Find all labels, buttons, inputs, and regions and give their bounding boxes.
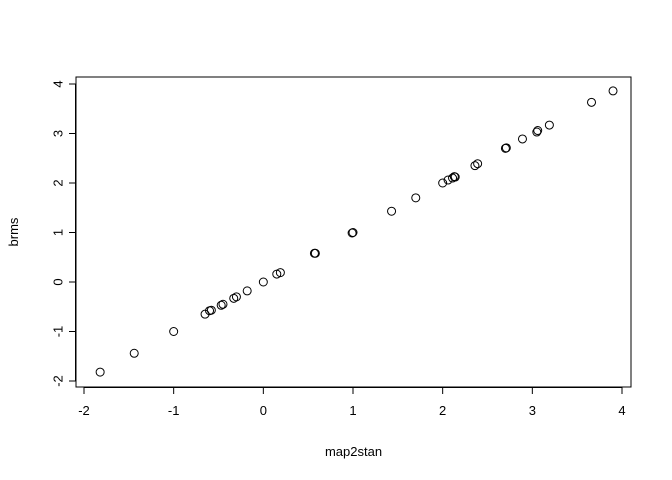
y-axis: -2 -1 0 1 2 3 4 — [51, 80, 76, 387]
data-point — [473, 159, 483, 169]
data-point — [229, 293, 239, 303]
y-tick-label: -1 — [51, 326, 66, 338]
x-tick-label: 3 — [529, 403, 536, 418]
y-tick-label: 2 — [51, 179, 66, 186]
data-point — [218, 299, 228, 309]
x-axis: -2 -1 0 1 2 3 4 — [78, 387, 626, 418]
data-point — [231, 292, 241, 302]
x-tick-label: -2 — [78, 403, 90, 418]
data-point — [310, 248, 320, 258]
data-point — [470, 161, 480, 171]
data-point — [450, 172, 460, 182]
data-point — [533, 126, 543, 136]
data-point — [544, 120, 554, 130]
data-point — [411, 193, 421, 203]
data-point — [587, 97, 597, 107]
x-tick-label: 1 — [349, 403, 356, 418]
y-tick-label: 4 — [51, 80, 66, 87]
x-axis-title: map2stan — [325, 444, 382, 459]
y-axis-title: brms — [6, 217, 21, 246]
x-tick-label: 2 — [439, 403, 446, 418]
data-point — [216, 300, 226, 310]
data-point — [258, 277, 268, 287]
data-point — [275, 268, 285, 278]
x-tick-label: 0 — [260, 403, 267, 418]
y-tick-label: 0 — [51, 278, 66, 285]
y-tick-label: 1 — [51, 229, 66, 236]
data-point — [95, 367, 105, 377]
data-point — [129, 348, 139, 358]
data-point — [532, 127, 542, 137]
x-tick-label: 4 — [618, 403, 625, 418]
data-point — [348, 228, 358, 237]
data-point — [608, 86, 618, 96]
data-point — [438, 178, 448, 188]
data-point — [517, 134, 527, 144]
data-point — [169, 327, 179, 336]
x-tick-label: -1 — [168, 403, 180, 418]
data-point — [205, 306, 215, 316]
y-tick-label: -2 — [51, 375, 66, 387]
data-point — [200, 309, 210, 319]
data-point — [242, 286, 252, 296]
data-point — [387, 206, 397, 216]
y-tick-label: 3 — [51, 130, 66, 137]
data-point — [501, 143, 511, 153]
data-points — [95, 86, 618, 377]
